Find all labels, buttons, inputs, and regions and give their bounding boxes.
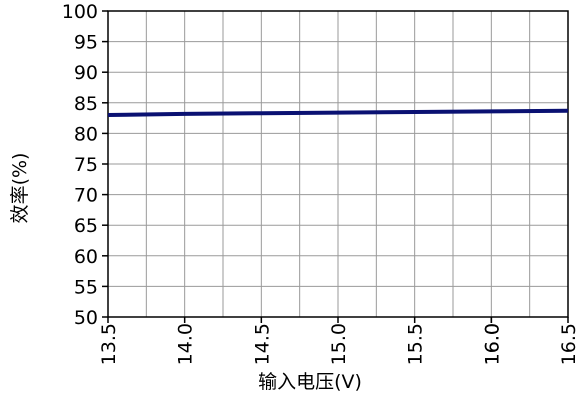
y-axis-title: 效率(%)	[9, 153, 31, 224]
y-axis: 50 55 60 65 70 75 80 85 90 95 100	[62, 1, 108, 329]
x-tick-label: 16.0	[481, 323, 503, 365]
y-tick-label: 70	[74, 185, 98, 207]
x-tick-label: 16.0	[481, 323, 503, 365]
x-tick-label: 16.5	[558, 323, 577, 365]
x-axis-title: 输入电压(V)	[258, 371, 362, 393]
series-layer	[107, 108, 569, 118]
y-tick-label: 75	[74, 154, 98, 176]
x-tick-label: 14.0	[175, 323, 197, 365]
y-tick-label: 55	[74, 276, 98, 298]
y-tick-label: 95	[74, 32, 98, 54]
y-tick-label: 80	[74, 123, 98, 145]
y-tick-label: 60	[74, 246, 98, 268]
x-tick-label: 15.5	[405, 323, 427, 365]
y-tick-label: 100	[62, 1, 98, 23]
y-tick-label: 50	[74, 307, 98, 329]
y-tick-label: 85	[74, 93, 98, 115]
x-tick-label: 15.0	[328, 323, 350, 365]
x-tick-label: 13.5	[98, 323, 120, 365]
x-tick-label: 14.5	[251, 323, 273, 365]
grid-lines	[107, 10, 569, 318]
y-tick-label: 90	[74, 62, 98, 84]
x-axis: 13.5 14.0 14.5 15.0 15.5 16.016.0 16.5	[98, 317, 577, 365]
y-tick-label: 65	[74, 215, 98, 237]
efficiency-series-line	[107, 108, 569, 118]
